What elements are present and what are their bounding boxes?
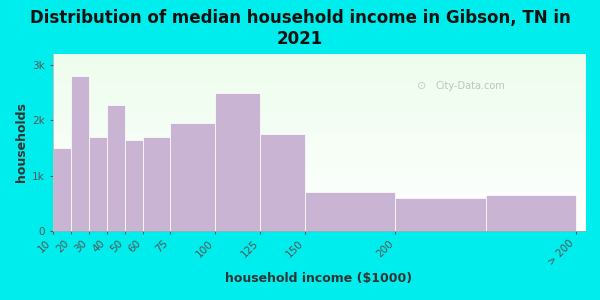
Bar xyxy=(260,134,305,231)
Text: City-Data.com: City-Data.com xyxy=(436,81,506,91)
Bar xyxy=(486,195,576,231)
Bar xyxy=(170,123,215,231)
Bar xyxy=(143,137,170,231)
Bar xyxy=(107,105,125,231)
Bar xyxy=(395,198,486,231)
Bar xyxy=(89,137,107,231)
Bar xyxy=(71,76,89,231)
X-axis label: household income ($1000): household income ($1000) xyxy=(225,272,412,285)
Bar xyxy=(305,192,395,231)
Text: ⊙: ⊙ xyxy=(417,81,427,91)
Bar xyxy=(53,148,71,231)
Text: Distribution of median household income in Gibson, TN in
2021: Distribution of median household income … xyxy=(29,9,571,48)
Bar xyxy=(125,140,143,231)
Y-axis label: households: households xyxy=(15,102,28,182)
Bar xyxy=(215,93,260,231)
